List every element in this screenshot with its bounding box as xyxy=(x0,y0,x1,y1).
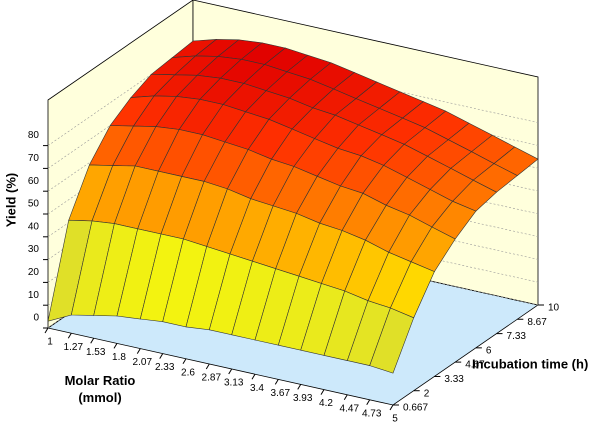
y-tick-label: 6 xyxy=(486,345,492,356)
x-tick xyxy=(113,343,118,349)
y-axis-label: Incubation time (h) xyxy=(472,356,588,371)
x-tick-label: 3.13 xyxy=(224,378,244,389)
x-tick xyxy=(389,404,394,411)
x-tick xyxy=(44,327,49,334)
x-tick-label: 5 xyxy=(392,414,398,424)
x-tick xyxy=(320,389,325,395)
y-tick-label: 0.667 xyxy=(403,403,428,414)
x-tick xyxy=(251,373,256,380)
x-tick-label: 3.93 xyxy=(293,393,313,404)
x-tick-label: 4.73 xyxy=(362,408,382,419)
x-tick-label: 2.87 xyxy=(202,373,222,384)
z-tick-label: 80 xyxy=(28,130,40,141)
x-tick-label: 1.53 xyxy=(86,347,106,358)
z-tick-label: 0 xyxy=(33,313,39,324)
x-tick xyxy=(182,358,187,365)
x-tick xyxy=(205,363,210,370)
x-tick xyxy=(67,332,72,339)
x-tick-label: 4.47 xyxy=(340,403,360,414)
y-tick-label: 2 xyxy=(424,388,430,399)
x-tick xyxy=(366,399,371,406)
z-tick-label: 50 xyxy=(28,199,40,210)
z-tick-label: 70 xyxy=(28,153,40,164)
x-tick-label: 3.4 xyxy=(250,383,264,394)
x-tick-label: 2.6 xyxy=(181,367,195,378)
z-tick-label: 40 xyxy=(28,221,40,232)
x-tick xyxy=(136,348,141,354)
y-tick-label: 10 xyxy=(548,303,560,314)
y-tick-label: 4.67 xyxy=(465,360,485,371)
z-axis-label: Yield (%) xyxy=(3,173,18,227)
x-axis-label: Molar Ratio (mmol) xyxy=(64,373,136,405)
x-tick-label: 2.33 xyxy=(155,362,175,373)
y-tick-label: 7.33 xyxy=(507,331,527,342)
z-tick-label: 60 xyxy=(28,176,40,187)
surface xyxy=(47,39,539,374)
x-tick xyxy=(159,353,164,359)
z-tick-label: 10 xyxy=(28,290,40,301)
x-tick-label: 1.8 xyxy=(112,352,126,363)
y-tick-label: 8.67 xyxy=(527,317,547,328)
x-tick xyxy=(228,368,233,375)
x-tick-label: 1.27 xyxy=(64,342,84,353)
surface-cell xyxy=(369,307,415,374)
x-tick xyxy=(90,337,95,344)
y-tick-label: 3.33 xyxy=(444,374,464,385)
x-tick xyxy=(274,379,279,385)
x-tick-label: 3.67 xyxy=(271,388,291,399)
x-tick xyxy=(297,384,302,390)
z-tick-label: 20 xyxy=(28,267,40,278)
z-tick-label: 30 xyxy=(28,244,40,255)
x-tick-label: 4.2 xyxy=(319,398,333,409)
x-tick-label: 1 xyxy=(47,337,53,348)
axes: 0 10 20 30 40 50 60 70 80 1 1.27 1.53 1.8 2.07 2.33 2.6… xyxy=(28,130,560,424)
x-tick xyxy=(343,394,348,401)
x-tick-label: 2.07 xyxy=(133,357,153,368)
